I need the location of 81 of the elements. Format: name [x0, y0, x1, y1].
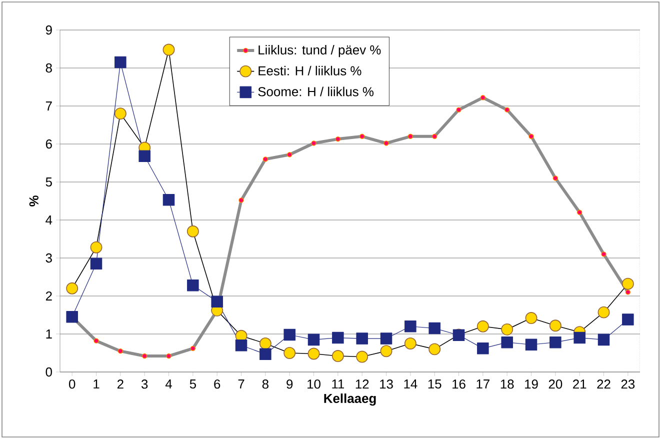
point	[501, 336, 513, 348]
point	[114, 108, 126, 120]
x-tick-label: 23	[621, 380, 635, 389]
y-tick-label: 6	[46, 139, 52, 149]
x-tick-label: 3	[141, 380, 148, 389]
point	[162, 44, 175, 56]
point	[284, 328, 296, 341]
legend-label: Soome: H / liiklus %	[258, 86, 374, 96]
point	[186, 225, 199, 238]
point	[332, 350, 344, 362]
point	[187, 279, 199, 292]
y-tick-label: 8	[46, 63, 52, 73]
point	[549, 320, 562, 332]
y-tick-label: 3	[46, 253, 52, 263]
y-axis-title: %	[29, 196, 38, 206]
point	[428, 322, 440, 334]
x-tick-label: 17	[476, 380, 490, 388]
point	[428, 343, 441, 356]
y-tick-label: 7	[46, 102, 52, 110]
x-tick-label: 5	[190, 380, 196, 389]
point	[90, 258, 102, 270]
point	[66, 311, 78, 323]
point	[525, 312, 538, 324]
x-tick-label: 6	[214, 380, 220, 389]
point	[284, 347, 296, 359]
y-tick-label: 4	[46, 216, 52, 224]
point	[501, 323, 514, 336]
x-tick-label: 10	[308, 380, 320, 389]
x-tick-label: 2	[117, 380, 124, 389]
point	[622, 278, 634, 290]
point	[622, 314, 634, 326]
point	[477, 342, 489, 354]
point	[356, 350, 368, 363]
y-tick-label: 0	[46, 367, 52, 377]
point	[162, 194, 175, 206]
point	[380, 345, 392, 358]
x-tick-label: 22	[597, 380, 610, 389]
legend-label: Liiklus: tund / päev %	[258, 45, 381, 58]
point	[574, 332, 586, 344]
point	[332, 332, 344, 344]
point	[598, 306, 610, 318]
point	[404, 338, 416, 350]
y-tick-label: 9	[46, 25, 52, 35]
legend-label: Eesti: H / liiklus %	[258, 66, 362, 76]
point	[525, 338, 538, 351]
point	[211, 296, 223, 308]
point	[138, 150, 150, 162]
x-tick-label: 0	[68, 380, 76, 389]
x-tick-label: 8	[262, 380, 268, 389]
x-axis-title: Kellaaeg	[324, 394, 376, 406]
x-tick-label: 12	[356, 380, 369, 389]
point	[114, 56, 126, 68]
point	[550, 336, 562, 348]
y-tick-label: 2	[46, 291, 52, 301]
point	[308, 334, 320, 346]
x-tick-label: 7	[238, 380, 244, 388]
x-tick-label: 11	[332, 380, 344, 388]
point	[259, 338, 272, 350]
x-tick-label: 20	[548, 380, 562, 389]
point	[235, 340, 248, 352]
x-tick-label: 9	[286, 380, 293, 389]
x-tick-label: 15	[428, 380, 442, 389]
x-tick-label: 4	[165, 380, 172, 388]
x-tick-label: 18	[500, 380, 514, 389]
x-tick-label: 21	[573, 380, 586, 389]
x-tick-label: 1	[94, 380, 100, 388]
y-tick-label: 1	[46, 330, 52, 338]
point	[66, 282, 78, 294]
point	[476, 320, 489, 332]
x-tick-label: 14	[404, 380, 418, 388]
point	[90, 241, 102, 254]
point	[598, 334, 610, 346]
point	[404, 320, 416, 332]
x-tick-label: 13	[380, 380, 393, 389]
point	[356, 332, 368, 344]
x-tick-label: 16	[452, 380, 466, 389]
x-tick-label: 19	[525, 380, 538, 389]
point	[380, 332, 392, 344]
y-tick-label: 5	[46, 177, 52, 186]
point	[260, 348, 272, 360]
point	[308, 348, 320, 360]
